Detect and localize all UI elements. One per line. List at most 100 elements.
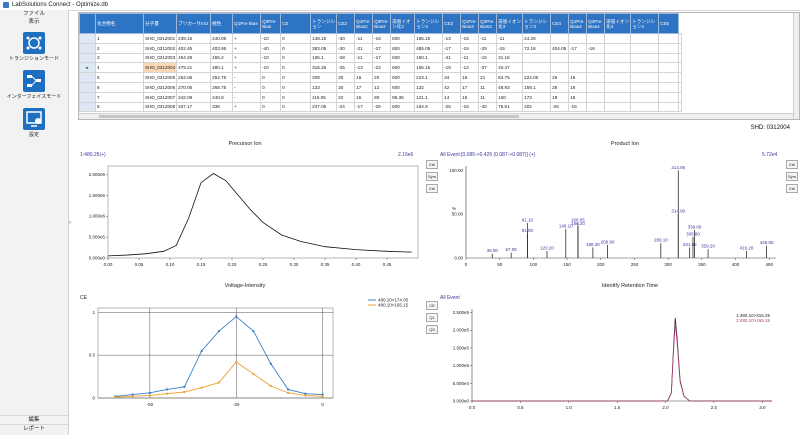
table-cell[interactable]: 165.15 (414, 62, 444, 74)
table-cell[interactable]: 600 (390, 42, 416, 54)
table-cell[interactable] (604, 52, 632, 64)
table-cell[interactable]: -29 (478, 42, 498, 54)
table-cell[interactable] (630, 72, 660, 83)
table-cell[interactable]: 31.16 (496, 52, 524, 64)
menu-report[interactable]: レポート (0, 424, 68, 433)
column-header[interactable]: 滞留イオン化2 (390, 13, 416, 34)
table-cell[interactable]: 22 (336, 91, 356, 103)
row-selector[interactable] (79, 81, 96, 93)
product-ctrl-button[interactable]: Ctrl (786, 160, 798, 169)
row-selector[interactable] (79, 101, 96, 113)
column-header[interactable]: CE4 (550, 13, 570, 34)
table-cell[interactable] (604, 62, 632, 74)
column-header[interactable] (79, 13, 96, 34)
table-cell[interactable] (550, 62, 570, 74)
scrollbar-thumb[interactable] (99, 115, 519, 118)
table-cell[interactable]: -26 (372, 101, 392, 113)
table-cell[interactable] (604, 42, 632, 54)
table-cell[interactable]: 16 (568, 81, 588, 93)
table-cell[interactable]: 16 (354, 72, 374, 83)
table-cell[interactable]: 83.75 (496, 72, 524, 83)
column-header[interactable]: Q1Pre Bias3 (460, 13, 480, 34)
table-cell[interactable]: 315.25 (310, 62, 338, 74)
table-cell[interactable] (568, 52, 588, 64)
table-cell[interactable]: 242.09 (176, 91, 212, 103)
table-cell[interactable]: -28 (336, 52, 356, 64)
table-cell[interactable]: 208 (310, 72, 338, 83)
table-cell[interactable] (678, 72, 683, 83)
table-cell[interactable]: 18 (550, 91, 570, 103)
table-cell[interactable] (658, 72, 680, 83)
table-cell[interactable]: 17 (460, 81, 480, 93)
table-cell[interactable]: -30 (336, 42, 356, 54)
table-cell[interactable]: 6 (95, 81, 144, 93)
table-cell[interactable]: SHD_0312007 (142, 91, 178, 103)
table-cell[interactable]: 12 (372, 81, 392, 93)
table-cell[interactable]: 268.75 (210, 81, 234, 93)
table-cell[interactable]: 202 (522, 101, 552, 113)
table-cell[interactable]: - (232, 81, 262, 93)
table-cell[interactable]: 42 (442, 81, 462, 93)
column-header[interactable]: Q1Pre Bias4 (568, 13, 588, 34)
row-selector[interactable]: ▸ (79, 62, 96, 74)
table-cell[interactable]: 337.17 (176, 101, 212, 113)
table-cell[interactable]: -25 (442, 101, 462, 113)
table-cell[interactable]: 270.05 (176, 81, 212, 93)
table-cell[interactable]: + (232, 101, 262, 113)
table-cell[interactable] (522, 52, 552, 64)
table-cell[interactable] (630, 52, 660, 64)
table-cell[interactable]: 239.15 (176, 33, 212, 44)
table-cell[interactable]: -17 (568, 42, 588, 54)
table-cell[interactable]: -13 (442, 33, 462, 44)
table-cell[interactable]: -15 (460, 33, 480, 44)
table-cell[interactable] (586, 52, 606, 64)
table-cell[interactable]: 1 (95, 33, 144, 44)
table-cell[interactable] (586, 72, 606, 83)
product-ctrl2-button[interactable]: Ctrl (786, 184, 798, 193)
menu-edit[interactable]: 編集 (0, 415, 68, 424)
table-cell[interactable]: 252.75 (210, 72, 234, 83)
table-cell[interactable]: 485.05 (414, 42, 444, 54)
table-cell[interactable] (658, 81, 680, 93)
table-cell[interactable]: -15 (478, 52, 498, 64)
table-cell[interactable]: 165.1 (310, 52, 338, 64)
table-cell[interactable]: 11 (478, 91, 498, 103)
table-cell[interactable]: 338 (210, 101, 234, 113)
table-cell[interactable]: 454.28 (176, 52, 212, 64)
column-header[interactable]: CE (280, 13, 312, 34)
row-selector[interactable] (79, 72, 96, 83)
table-cell[interactable]: SHD_0312004 (142, 62, 178, 74)
table-cell[interactable]: -16 (460, 101, 480, 113)
table-cell[interactable] (586, 33, 606, 44)
table-cell[interactable] (678, 33, 683, 44)
column-header[interactable]: Q3Pre Bias (260, 13, 282, 34)
table-cell[interactable]: 0 (280, 81, 312, 93)
row-selector[interactable] (79, 42, 96, 54)
column-header[interactable]: トランジション2 (414, 13, 444, 34)
table-cell[interactable]: SHD_0312005 (142, 72, 178, 83)
row-selector[interactable] (79, 91, 96, 103)
table-cell[interactable] (630, 62, 660, 74)
table-cell[interactable]: -41 (442, 52, 462, 64)
column-header[interactable]: CE5 (658, 13, 680, 34)
table-cell[interactable]: 15 (568, 91, 588, 103)
table-cell[interactable] (586, 62, 606, 74)
precursor-sym-button[interactable]: Sym (426, 172, 438, 181)
table-cell[interactable]: -10 (260, 52, 282, 64)
column-header[interactable]: トランジション4 (630, 13, 660, 34)
table-cell[interactable]: SHD_0312001 (142, 33, 178, 44)
table-cell[interactable] (522, 62, 552, 74)
table-cell[interactable]: -11 (478, 33, 498, 44)
table-cell[interactable]: -11 (496, 33, 524, 44)
transition-mode-button[interactable]: トランジションモード (2, 32, 66, 62)
table-cell[interactable]: -18 (442, 62, 462, 74)
table-cell[interactable]: 8 (95, 101, 144, 113)
table-cell[interactable] (586, 101, 606, 113)
table-cell[interactable]: 247.05 (310, 101, 338, 113)
column-header[interactable]: Q1Pre Bias (232, 13, 262, 34)
table-cell[interactable]: -37 (478, 62, 498, 74)
table-cell[interactable]: -15 (460, 42, 480, 54)
table-cell[interactable]: SHD_0312006 (142, 81, 178, 93)
table-cell[interactable]: 20 (372, 72, 392, 83)
row-selector[interactable] (79, 33, 96, 44)
